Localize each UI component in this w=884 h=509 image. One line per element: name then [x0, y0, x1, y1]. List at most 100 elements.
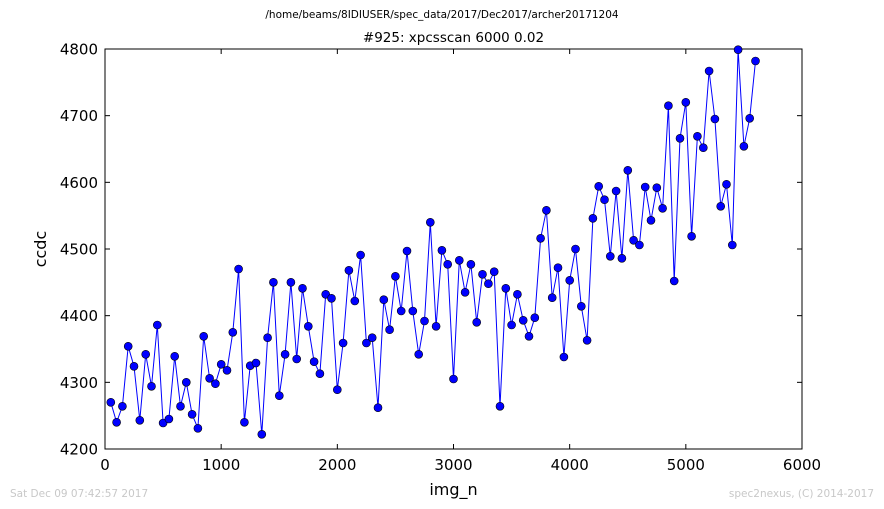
- data-point: [530, 313, 540, 323]
- data-point: [559, 352, 569, 362]
- data-point: [211, 379, 220, 389]
- y-tick-labels: 4200 4300 4400 4500 4600 4700 4800: [60, 41, 98, 459]
- data-point: [344, 265, 354, 275]
- data-point: [524, 331, 534, 341]
- footer-timestamp: Sat Dec 09 07:42:57 2017: [10, 488, 149, 500]
- data-point: [350, 296, 360, 306]
- data-point: [542, 206, 551, 215]
- y-tick-label: 4700: [60, 107, 98, 125]
- data-point: [106, 397, 116, 407]
- data-point: [251, 358, 261, 368]
- data-point: [722, 180, 731, 189]
- data-point: [205, 373, 214, 383]
- series-line: [110, 49, 756, 435]
- data-point: [286, 277, 296, 287]
- data-point: [582, 335, 592, 345]
- data-point: [164, 414, 174, 424]
- data-point: [187, 409, 197, 419]
- data-point: [687, 232, 696, 241]
- series-markers: [106, 45, 760, 439]
- data-point: [454, 255, 464, 265]
- data-point: [112, 417, 121, 427]
- data-point: [216, 359, 226, 369]
- data-point: [495, 401, 505, 411]
- data-point: [478, 269, 487, 279]
- y-tick-label: 4600: [60, 174, 98, 192]
- data-point: [611, 186, 621, 196]
- data-point: [588, 214, 598, 223]
- data-point: [118, 401, 127, 411]
- data-point: [443, 259, 453, 269]
- data-point: [518, 315, 528, 325]
- data-point: [292, 354, 302, 364]
- data-point: [153, 320, 162, 330]
- data-point: [274, 391, 284, 401]
- data-point: [449, 374, 458, 384]
- data-point: [704, 66, 714, 76]
- data-point: [635, 240, 644, 250]
- data-point: [698, 143, 708, 152]
- data-point: [501, 283, 511, 293]
- x-tick-labels: 0 1000 2000 3000 4000 5000 6000: [100, 456, 821, 474]
- data-point: [472, 317, 482, 327]
- x-tick-label: 0: [100, 456, 110, 474]
- y-tick-label: 4400: [60, 307, 98, 325]
- data-point: [228, 327, 238, 337]
- data-point: [135, 415, 145, 425]
- y-tick-label: 4200: [60, 441, 98, 459]
- data-point: [234, 264, 243, 274]
- data-point: [356, 250, 365, 260]
- data-point: [437, 246, 447, 255]
- data-point: [652, 183, 662, 192]
- chart-title: #925: xpcsscan 6000 0.02: [362, 30, 545, 46]
- data-point: [193, 423, 203, 433]
- data-point: [571, 244, 580, 254]
- data-point: [536, 234, 545, 243]
- data-point: [338, 338, 348, 348]
- data-point: [362, 338, 371, 348]
- data-point: [298, 283, 307, 293]
- data-point: [315, 369, 325, 379]
- data-point: [547, 293, 557, 303]
- data-point: [431, 321, 441, 331]
- data-point: [489, 267, 499, 277]
- data-point: [623, 166, 633, 175]
- data-point: [303, 321, 313, 331]
- data-point: [629, 236, 638, 245]
- figure-suptitle: /home/beams/8IDIUSER/spec_data/2017/Dec2…: [265, 9, 619, 21]
- data-point: [367, 333, 377, 343]
- data-point: [385, 325, 394, 335]
- data-point: [425, 218, 435, 227]
- data-point: [484, 279, 493, 289]
- y-tick-label: 4800: [60, 41, 98, 59]
- data-point: [402, 246, 412, 256]
- y-axis-label: ccdc: [31, 231, 50, 268]
- data-point: [263, 333, 272, 343]
- data-point: [391, 271, 400, 281]
- data-point: [182, 377, 191, 387]
- x-tick-label: 1000: [202, 456, 240, 474]
- data-point: [640, 182, 650, 192]
- data-point: [733, 45, 743, 55]
- data-point: [553, 263, 563, 273]
- data-point: [739, 142, 749, 151]
- data-point: [199, 331, 208, 341]
- data-point: [658, 204, 667, 213]
- data-point: [240, 417, 249, 427]
- footer-credit: spec2nexus, (C) 2014-2017: [728, 488, 874, 500]
- data-point: [745, 114, 755, 123]
- data-point: [170, 351, 179, 361]
- data-point: [141, 349, 150, 359]
- data-point: [420, 316, 429, 326]
- data-point: [176, 401, 185, 411]
- data-point: [600, 195, 609, 204]
- data-point: [373, 403, 383, 413]
- data-point: [222, 365, 232, 375]
- x-tick-label: 5000: [667, 456, 705, 474]
- x-axis-label: img_n: [429, 480, 477, 500]
- data-point: [396, 306, 406, 316]
- data-point: [565, 275, 575, 285]
- data-point: [576, 301, 586, 311]
- data-point: [681, 98, 691, 107]
